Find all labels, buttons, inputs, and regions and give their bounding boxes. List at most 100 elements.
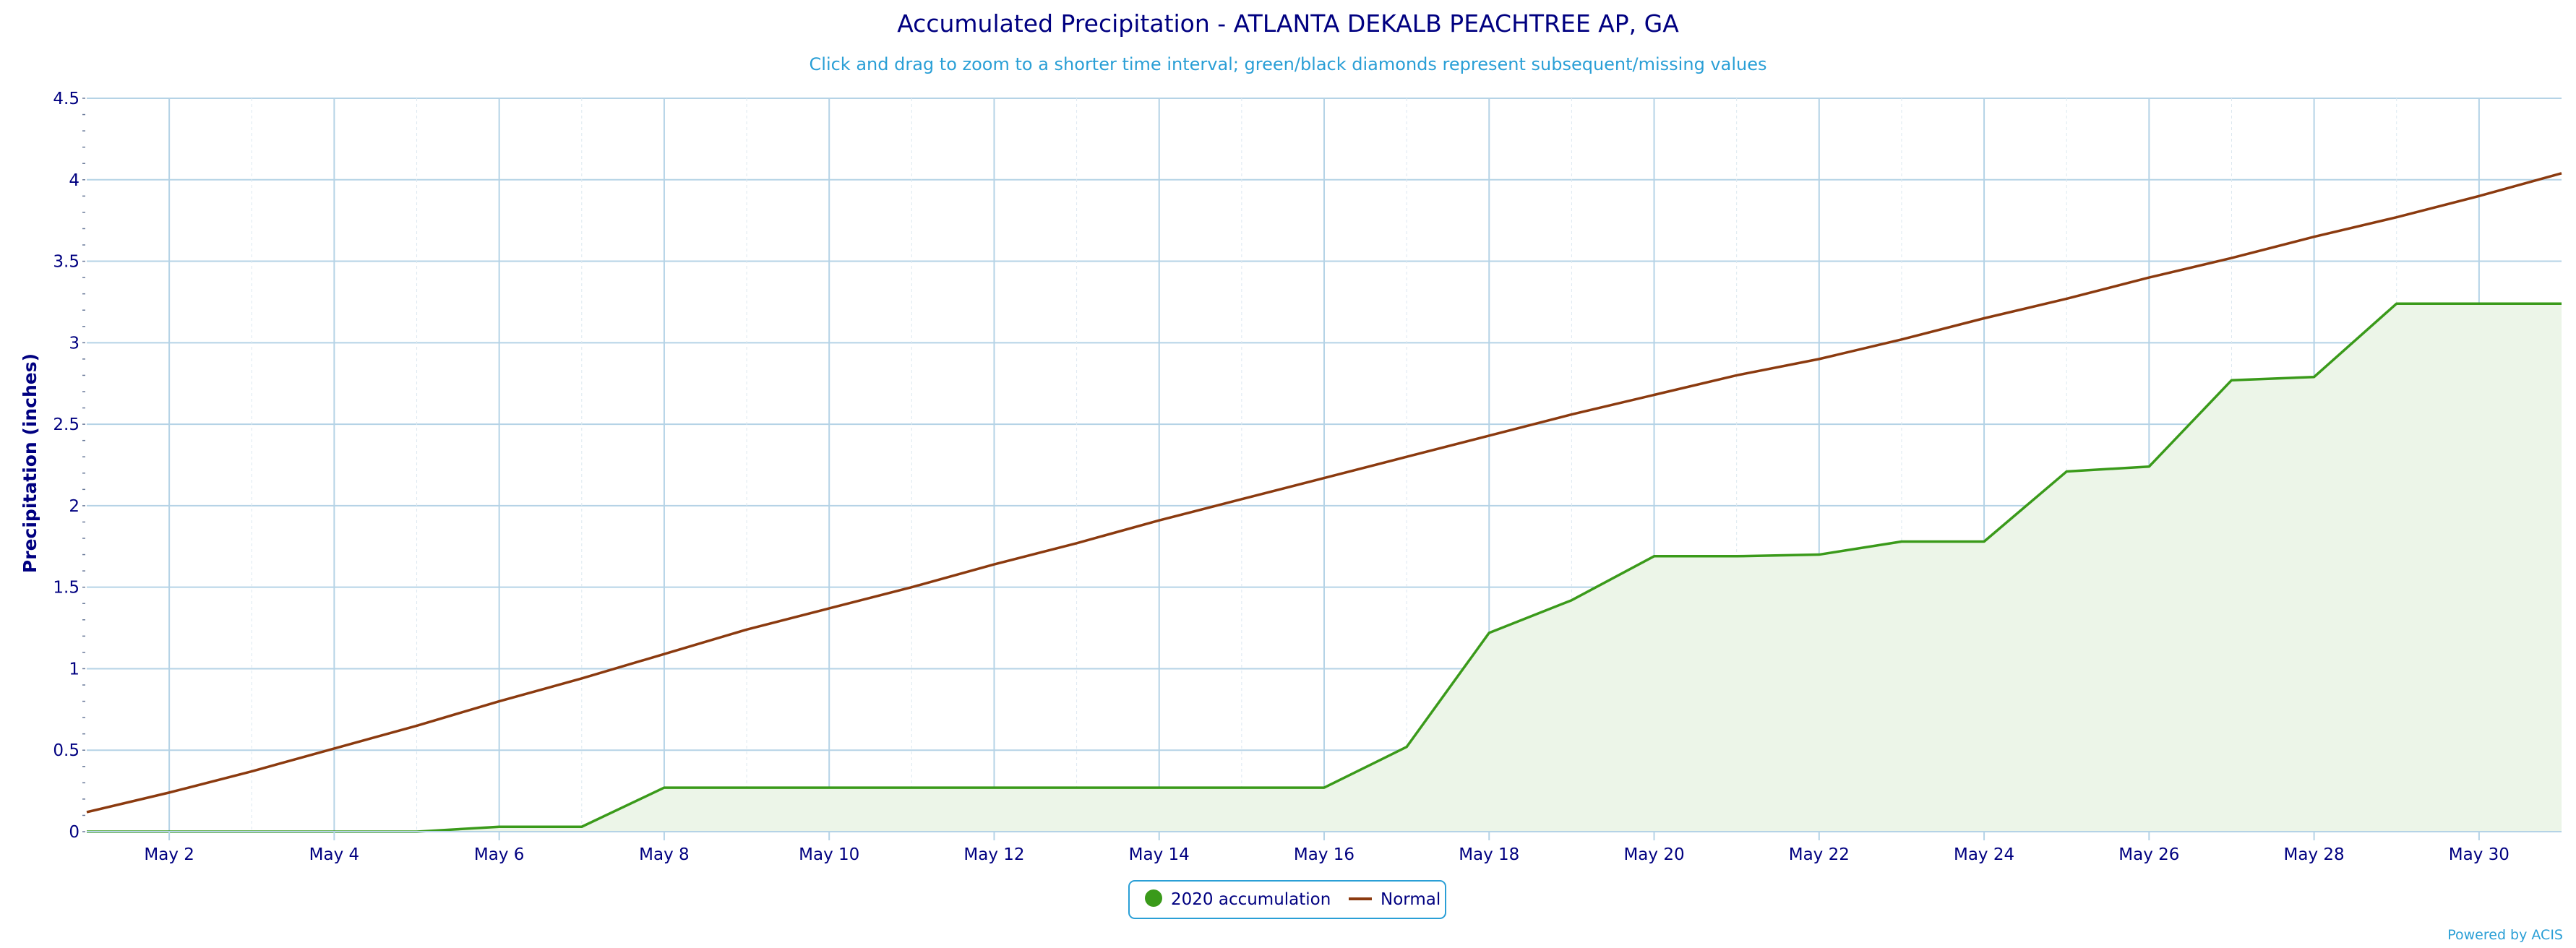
accumulation-data-point[interactable] [497,824,502,830]
normal-data-point[interactable] [2559,171,2564,176]
normal-data-point[interactable] [1568,412,1574,418]
legend-label-accumulation: 2020 accumulation [1171,890,1331,909]
accumulation-data-point[interactable] [744,785,750,790]
normal-data-point[interactable] [331,746,337,751]
normal-data-point[interactable] [991,561,997,567]
accumulation-data-point[interactable] [1156,785,1162,790]
normal-data-point[interactable] [1486,433,1492,439]
y-tick-label: 2.5 [53,415,80,434]
normal-data-point[interactable] [166,790,172,796]
normal-data-point[interactable] [414,723,420,728]
accumulation-data-point[interactable] [1899,539,1905,545]
legend-label-normal: Normal [1381,890,1441,909]
accumulation-data-point[interactable] [826,785,832,790]
normal-data-point[interactable] [84,809,90,815]
normal-data-point[interactable] [2394,215,2400,220]
legend[interactable]: 2020 accumulation Normal [1128,880,1446,919]
x-tick-label: May 20 [1623,845,1684,864]
normal-data-point[interactable] [1816,356,1822,362]
accumulation-data-point[interactable] [1074,785,1080,790]
x-tick-label: May 2 [144,845,194,864]
accumulation-data-point[interactable] [991,785,997,790]
y-axis-title: Precipitation (inches) [20,353,40,573]
accumulation-data-point[interactable] [2394,301,2400,306]
chart-subtitle: Click and drag to zoom to a shorter time… [810,54,1767,74]
y-tick-label: 1 [69,660,80,678]
accumulation-data-point[interactable] [2476,301,2482,306]
x-tick-label: May 24 [1954,845,2014,864]
normal-data-point[interactable] [1981,316,1987,322]
legend-item-accumulation[interactable]: 2020 accumulation [1145,889,1331,909]
accumulation-data-point[interactable] [2559,301,2564,306]
credits-link[interactable]: Powered by ACIS [2447,927,2563,943]
x-tick-label: May 12 [963,845,1024,864]
normal-data-point[interactable] [1734,372,1740,378]
x-tick-label: May 6 [474,845,525,864]
normal-data-point[interactable] [1239,496,1245,502]
series-lines [84,171,2564,833]
normal-data-point[interactable] [1321,475,1327,481]
accumulation-data-point[interactable] [2146,464,2152,470]
normal-data-point[interactable] [1652,392,1657,398]
y-tick-label: 4 [69,171,80,190]
accumulation-data-point[interactable] [1981,539,1987,545]
y-tick-label: 0 [69,823,80,842]
legend-item-normal[interactable]: Normal [1349,890,1441,909]
accumulation-data-point[interactable] [1321,785,1327,790]
normal-data-point[interactable] [661,651,667,657]
normal-data-point[interactable] [909,585,914,590]
y-tick-label: 0.5 [53,741,80,760]
normal-data-point[interactable] [1156,517,1162,523]
accumulation-data-point[interactable] [1568,598,1574,603]
normal-data-point[interactable] [497,699,502,704]
chart-title: Accumulated Precipitation - ATLANTA DEKA… [897,9,1679,38]
normal-data-point[interactable] [744,626,750,632]
x-tick-label: May 22 [1789,845,1850,864]
accumulation-area [87,303,2562,832]
y-tick-label: 1.5 [53,579,80,598]
normal-data-point[interactable] [1074,540,1080,546]
accumulation-data-point[interactable] [1734,553,1740,559]
normal-data-point[interactable] [579,676,585,681]
accumulation-data-point[interactable] [2228,377,2234,383]
legend-accumulation-marker-icon [1145,889,1162,907]
x-tick-label: May 18 [1459,845,1519,864]
accumulation-data-point[interactable] [1486,630,1492,636]
x-tick-label: May 26 [2118,845,2179,864]
normal-series-line[interactable] [86,172,2562,814]
accumulation-data-point[interactable] [2311,374,2317,380]
y-tick-label: 3 [69,334,80,353]
x-tick-label: May 8 [639,845,690,864]
accumulation-data-point[interactable] [2064,469,2069,475]
accumulation-series-line[interactable] [87,302,2562,833]
x-tick-label: May 16 [1294,845,1354,864]
accumulation-data-point[interactable] [1652,553,1657,559]
y-tick-label: 3.5 [53,253,80,272]
normal-data-point[interactable] [2311,234,2317,240]
accumulation-data-point[interactable] [1816,552,1822,558]
accumulation-data-point[interactable] [579,824,585,830]
x-tick-label: May 30 [2449,845,2510,864]
normal-data-point[interactable] [2476,193,2482,199]
x-axis-tick-labels: May 2 May 4 May 6 May 8 May 10 May 12 May 14 Ma… [144,845,2510,864]
normal-data-point[interactable] [1404,454,1409,460]
normal-data-point[interactable] [2228,255,2234,261]
y-tick-label: 2 [69,497,80,516]
accumulation-data-point[interactable] [909,785,914,790]
axes [82,98,2562,840]
normal-data-point[interactable] [2064,296,2069,301]
accumulation-data-point[interactable] [1239,785,1245,790]
y-tick-label: 4.5 [53,90,80,108]
y-axis-tick-labels: 0 0.5 1 1.5 2 2.5 3 3.5 4 4.5 [53,90,80,842]
accumulation-area-layer [87,303,2562,832]
legend-box [1128,880,1446,919]
x-tick-label: May 10 [799,845,859,864]
accumulation-data-point[interactable] [661,785,667,790]
normal-data-point[interactable] [2146,275,2152,280]
x-tick-label: May 4 [309,845,360,864]
accumulation-data-point[interactable] [1404,744,1409,750]
normal-data-point[interactable] [249,769,254,775]
normal-data-point[interactable] [826,606,832,611]
normal-data-point[interactable] [1899,337,1905,342]
